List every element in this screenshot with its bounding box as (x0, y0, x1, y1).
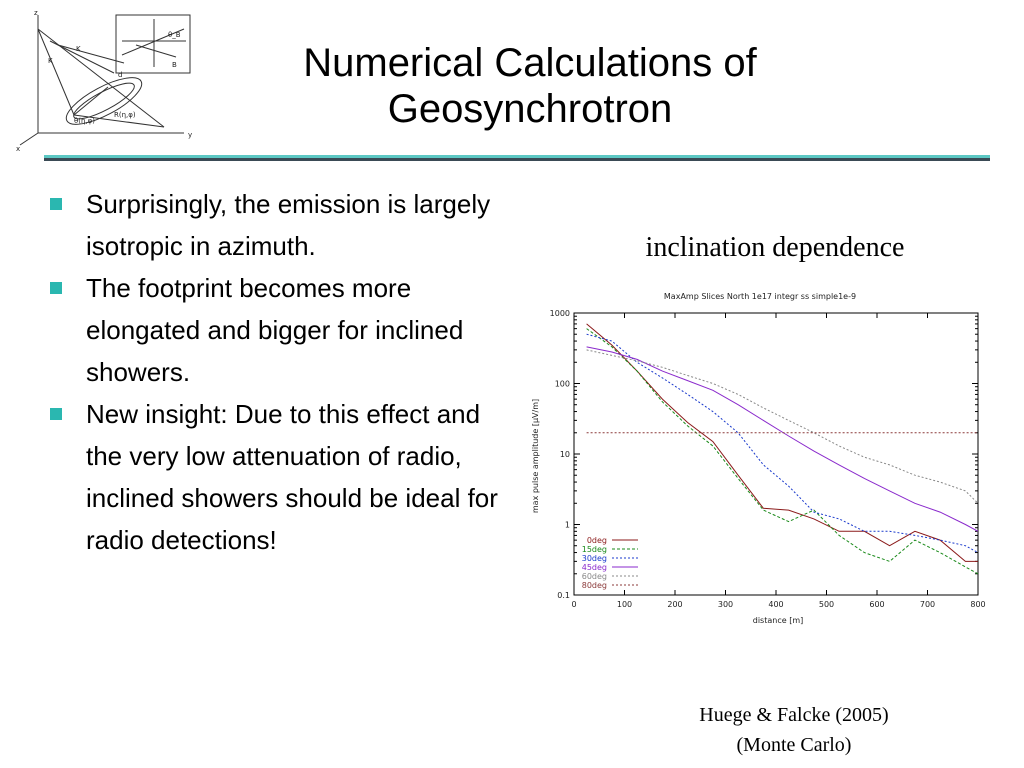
bullet-item: The footprint becomes more elongated and… (50, 267, 510, 393)
diagram-label-d: d (118, 71, 122, 79)
y-tick-label: 0.1 (557, 591, 570, 600)
x-tick-label: 500 (819, 600, 834, 609)
bullet-text: The footprint becomes more elongated and… (86, 273, 464, 387)
diagram-label-r: R(η,φ) (114, 111, 136, 119)
bullet-square-icon (50, 408, 62, 420)
series-line-30deg (586, 333, 979, 554)
diagram-label-k2: K (48, 57, 53, 65)
title-line-2: Geosynchrotron (387, 87, 673, 131)
chart-y-label: max pulse amplitude [µV/m] (531, 399, 540, 513)
geometry-diagram: z x y K K d B R(η,φ) θ(η,φ) θ_B (16, 9, 192, 153)
bullet-square-icon (50, 198, 62, 210)
x-tick-label: 800 (970, 600, 985, 609)
legend-label: 45deg (582, 563, 607, 572)
y-tick-label: 100 (555, 380, 570, 389)
diagram-label-x: x (16, 145, 20, 153)
series-line-45deg (586, 346, 979, 532)
chart-title: MaxAmp Slices North 1e17 integr ss simpl… (664, 292, 856, 301)
diagram-label-theta-b: θ_B (168, 31, 181, 39)
y-tick-label: 1 (565, 521, 570, 530)
bullet-item: New insight: Due to this effect and the … (50, 393, 510, 561)
x-tick-label: 200 (667, 600, 682, 609)
chart-plot-frame (573, 312, 979, 596)
series-line-0deg (586, 323, 978, 562)
x-tick-label: 100 (617, 600, 632, 609)
title-rule-accent (44, 155, 990, 158)
bullet-text: New insight: Due to this effect and the … (86, 399, 498, 555)
series-line-60deg (586, 349, 979, 504)
bullet-item: Surprisingly, the emission is largely is… (50, 183, 510, 267)
diagram-label-y: y (188, 131, 192, 139)
x-tick-label: 400 (768, 600, 783, 609)
bullet-list: Surprisingly, the emission is largely is… (50, 183, 510, 561)
legend-label: 15deg (582, 545, 607, 554)
citation-line-2: (Monte Carlo) (736, 734, 852, 756)
legend-label: 80deg (582, 581, 607, 590)
citation: Huege & Falcke (2005) (Monte Carlo) (654, 700, 934, 760)
y-tick-label: 1000 (550, 309, 570, 318)
slide-title: Numerical Calculations of Geosynchrotron (170, 40, 890, 132)
figure-caption: inclination dependence (645, 232, 905, 263)
x-tick-label: 600 (869, 600, 884, 609)
bullet-text: Surprisingly, the emission is largely is… (86, 189, 491, 261)
x-tick-label: 300 (718, 600, 733, 609)
diagram-label-b: B (172, 61, 177, 69)
diagram-label-z: z (34, 9, 38, 17)
chart-x-label: distance [m] (753, 616, 803, 625)
y-tick-label: 10 (560, 450, 570, 459)
x-tick-label: 0 (571, 600, 576, 609)
diagram-label-k1: K (76, 45, 81, 53)
series-line-15deg (586, 328, 979, 575)
diagram-label-theta: θ(η,φ) (74, 117, 95, 125)
title-rule-shadow (44, 158, 990, 161)
legend-label: 0deg (587, 536, 607, 545)
legend-label: 60deg (582, 572, 607, 581)
legend-label: 30deg (582, 554, 607, 563)
title-line-1: Numerical Calculations of (303, 41, 757, 85)
bullet-square-icon (50, 282, 62, 294)
x-tick-label: 700 (920, 600, 935, 609)
citation-line-1: Huege & Falcke (2005) (699, 704, 889, 726)
amplitude-chart: MaxAmp Slices North 1e17 integr ss simpl… (531, 292, 986, 625)
